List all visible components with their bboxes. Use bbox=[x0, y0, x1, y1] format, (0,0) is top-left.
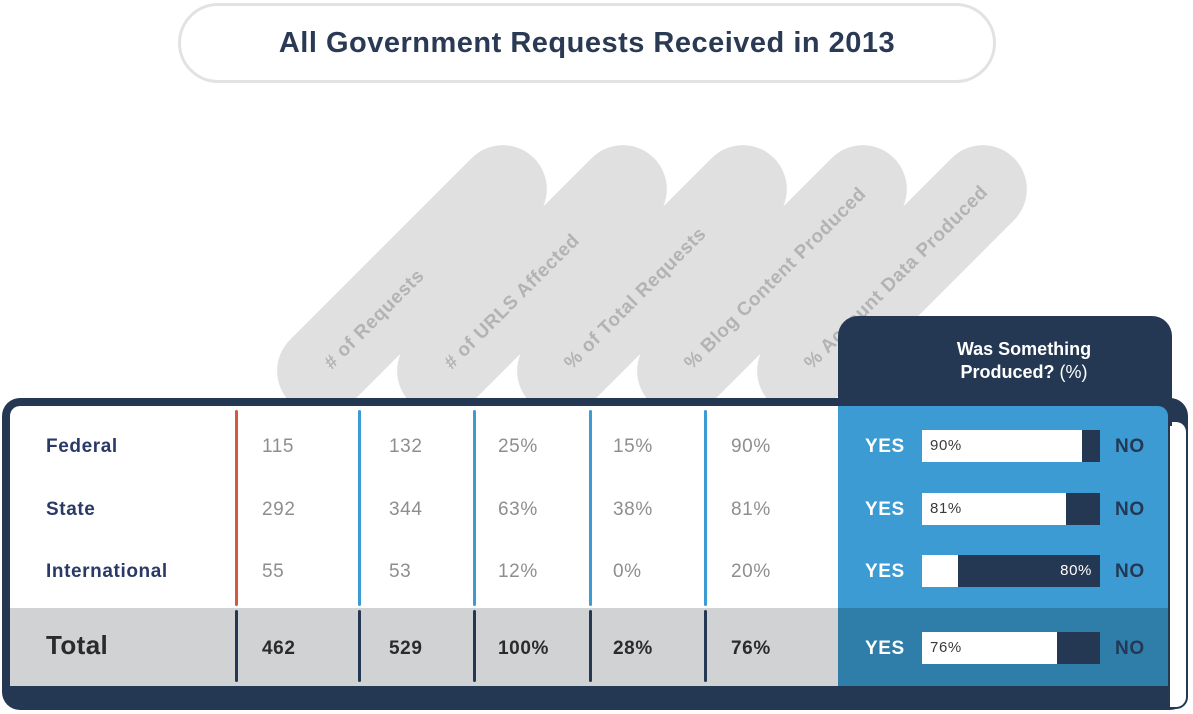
total-cell: 462 bbox=[262, 638, 296, 659]
produced-bar: 80% bbox=[922, 555, 1100, 587]
produced-bar-label: 76% bbox=[930, 639, 962, 656]
column-headers: # of Requests # of URLS Affected% of Tota… bbox=[277, 145, 1027, 415]
yes-label: YES bbox=[865, 561, 905, 582]
produced-bar-label: 80% bbox=[1060, 562, 1092, 579]
table-cell: 115 bbox=[262, 436, 295, 457]
row-label: International bbox=[46, 561, 168, 582]
no-label: NO bbox=[1115, 436, 1145, 457]
produced-bar: 90% bbox=[922, 430, 1100, 462]
column-divider bbox=[358, 410, 361, 606]
produced-header-line1: Was Something bbox=[956, 339, 1092, 359]
produced-header-line2: Produced? bbox=[960, 362, 1055, 382]
total-cell: 76% bbox=[731, 638, 771, 659]
produced-bar-fill bbox=[922, 632, 1058, 664]
produced-bar-fill bbox=[922, 555, 958, 587]
produced-header-line2-wrap: Produced? (%) bbox=[838, 361, 1193, 384]
column-header-pill bbox=[757, 145, 1027, 415]
table-cell: 0% bbox=[613, 561, 642, 582]
column-divider-total bbox=[589, 610, 592, 682]
column-header-pill bbox=[397, 145, 667, 415]
table-cell: 132 bbox=[389, 436, 423, 457]
total-row-area bbox=[10, 608, 838, 686]
column-divider-total bbox=[704, 610, 707, 682]
produced-bar-label: 81% bbox=[930, 500, 962, 517]
column-divider bbox=[589, 410, 592, 606]
total-label: Total bbox=[46, 630, 109, 660]
yes-label: YES bbox=[865, 499, 905, 520]
produced-bar-fill bbox=[922, 430, 1083, 462]
column-header-pill bbox=[517, 145, 787, 415]
produced-bar-label: 90% bbox=[930, 437, 962, 454]
column-divider bbox=[473, 410, 476, 606]
table-cell: 25% bbox=[498, 436, 538, 457]
column-divider-total bbox=[235, 610, 238, 682]
chart-title: All Government Requests Received in 2013 bbox=[178, 3, 996, 83]
row-label: State bbox=[46, 499, 96, 520]
table-cell: 20% bbox=[731, 561, 771, 582]
data-rows-area bbox=[10, 406, 838, 608]
produced-header-unit: (%) bbox=[1059, 362, 1088, 382]
table-cell: 344 bbox=[389, 499, 423, 520]
table-cell: 38% bbox=[613, 499, 653, 520]
no-label: NO bbox=[1115, 638, 1145, 659]
produced-bar: 81% bbox=[922, 493, 1100, 525]
table-cell: 53 bbox=[389, 561, 412, 582]
column-header-pill bbox=[277, 145, 547, 415]
table-cell: 12% bbox=[498, 561, 538, 582]
yes-label: YES bbox=[865, 638, 905, 659]
produced-header: Was Something Produced? (%) bbox=[838, 338, 1193, 384]
yes-label: YES bbox=[865, 436, 905, 457]
table-frame-edge bbox=[1170, 420, 1188, 709]
total-cell: 529 bbox=[389, 638, 423, 659]
no-label: NO bbox=[1115, 561, 1145, 582]
table-cell: 15% bbox=[613, 436, 653, 457]
column-divider-total bbox=[473, 610, 476, 682]
table-cell: 292 bbox=[262, 499, 296, 520]
total-cell: 100% bbox=[498, 638, 549, 659]
table-cell: 90% bbox=[731, 436, 771, 457]
produced-bar: 76% bbox=[922, 632, 1100, 664]
table-cell: 81% bbox=[731, 499, 771, 520]
table-cell: 55 bbox=[262, 561, 285, 582]
column-divider bbox=[235, 410, 238, 606]
row-label: Federal bbox=[46, 436, 118, 457]
no-label: NO bbox=[1115, 499, 1145, 520]
total-cell: 28% bbox=[613, 638, 653, 659]
produced-bar-fill bbox=[922, 493, 1067, 525]
column-divider-total bbox=[358, 610, 361, 682]
table-cell: 63% bbox=[498, 499, 538, 520]
column-header-pill bbox=[637, 145, 907, 415]
column-divider bbox=[704, 410, 707, 606]
